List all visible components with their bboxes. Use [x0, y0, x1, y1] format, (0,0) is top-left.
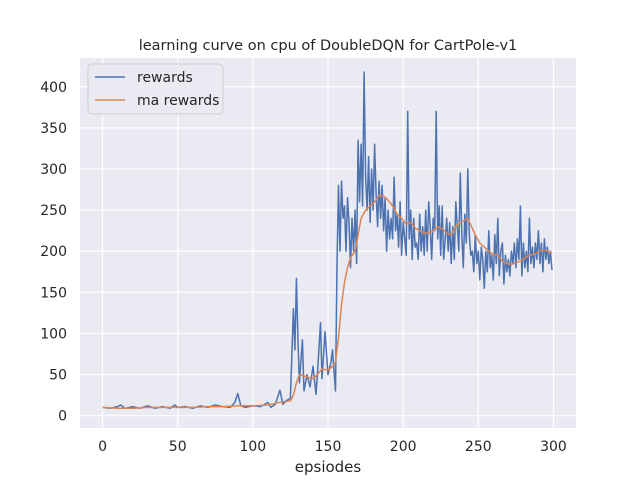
y-tick-label: 100: [40, 326, 67, 342]
y-tick-label: 200: [40, 244, 67, 260]
x-tick-label: 250: [465, 439, 492, 455]
grid: [80, 58, 576, 428]
x-tick-label: 100: [239, 439, 266, 455]
y-tick-label: 400: [40, 80, 67, 96]
x-tick-label: 0: [98, 439, 107, 455]
y-tick-label: 300: [40, 162, 67, 178]
tick-labels: 0 50 100 150 200 250 300 0 50 100 150 200 250 300 350 4…: [40, 80, 567, 455]
x-tick-label: 50: [169, 439, 187, 455]
y-tick-label: 0: [58, 409, 67, 425]
chart-title: learning curve on cpu of DoubleDQN for C…: [139, 38, 518, 54]
series-line-ma-rewards: [102, 194, 553, 410]
x-tick-label: 200: [390, 439, 417, 455]
y-tick-label: 250: [40, 203, 67, 219]
series-lines: [102, 71, 553, 410]
legend: rewards ma rewards: [87, 63, 224, 115]
y-tick-label: 150: [40, 285, 67, 301]
legend-label-ma-rewards: ma rewards: [137, 93, 219, 109]
x-axis-label: epsiodes: [295, 458, 362, 476]
x-tick-label: 150: [315, 439, 342, 455]
y-tick-label: 50: [49, 368, 67, 384]
legend-label-rewards: rewards: [137, 70, 193, 86]
y-tick-label: 350: [40, 121, 67, 137]
x-tick-label: 300: [540, 439, 567, 455]
series-line-rewards: [102, 71, 553, 410]
